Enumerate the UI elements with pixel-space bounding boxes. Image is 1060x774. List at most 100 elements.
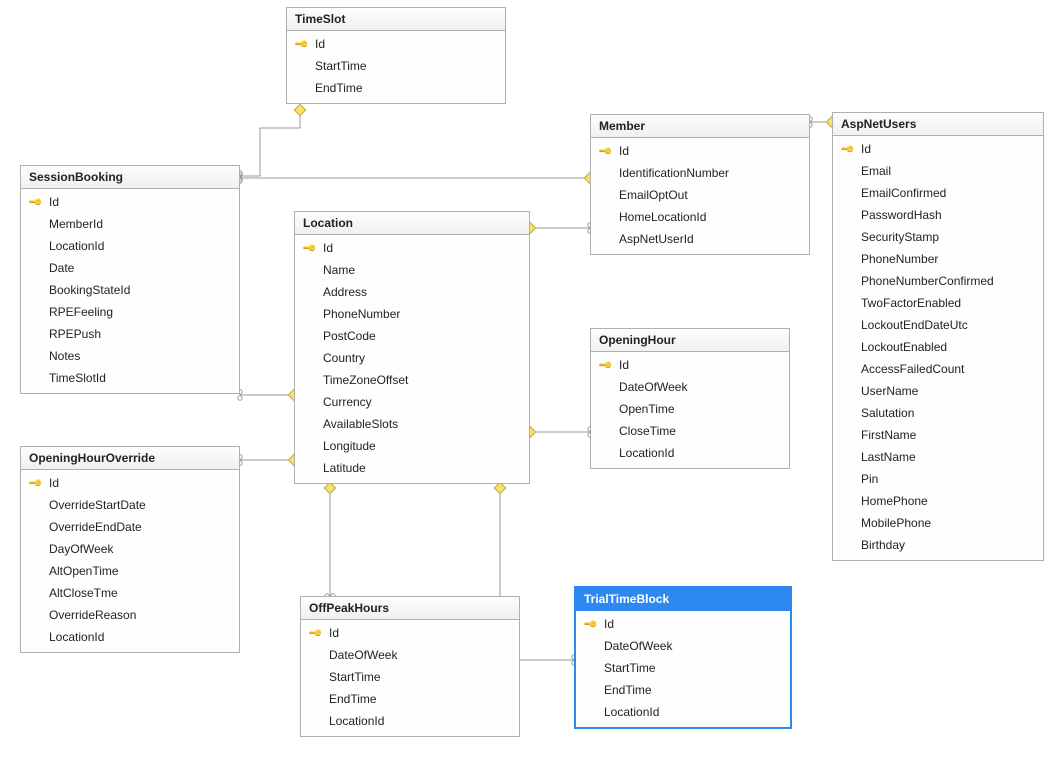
- field-row[interactable]: IdentificationNumber: [591, 162, 809, 184]
- field-row[interactable]: 🔑Id: [591, 140, 809, 162]
- field-row[interactable]: OverrideEndDate: [21, 516, 239, 538]
- field-row[interactable]: EmailOptOut: [591, 184, 809, 206]
- field-row[interactable]: PostCode: [295, 325, 529, 347]
- field-row[interactable]: TimeSlotId: [21, 367, 239, 389]
- field-row[interactable]: 🔑Id: [576, 613, 790, 635]
- field-row[interactable]: 🔑Id: [833, 138, 1043, 160]
- entity-trialtimeblock[interactable]: TrialTimeBlock🔑IdDateOfWeekStartTimeEndT…: [574, 586, 792, 729]
- field-name: AltOpenTime: [45, 564, 119, 578]
- field-name: MobilePhone: [857, 516, 931, 530]
- field-row[interactable]: Notes: [21, 345, 239, 367]
- entity-fields: 🔑IdEmailEmailConfirmed PasswordHash Securi…: [833, 136, 1043, 560]
- field-row[interactable]: OverrideReason: [21, 604, 239, 626]
- entity-fields: 🔑Id StartTime EndTime: [287, 31, 505, 103]
- field-name: Name: [319, 263, 355, 277]
- field-name: AvailableSlots: [319, 417, 398, 431]
- field-row[interactable]: AltOpenTime: [21, 560, 239, 582]
- entity-fields: 🔑IdOverrideStartDateOverrideEndDateDayOf…: [21, 470, 239, 652]
- field-row[interactable]: 🔑Id: [287, 33, 505, 55]
- field-row[interactable]: RPEFeeling: [21, 301, 239, 323]
- field-row[interactable]: PasswordHash: [833, 204, 1043, 226]
- field-row[interactable]: PhoneNumber: [833, 248, 1043, 270]
- field-row[interactable]: LocationId: [591, 442, 789, 464]
- entity-title: TrialTimeBlock: [576, 588, 790, 611]
- field-name: Address: [319, 285, 367, 299]
- field-row[interactable]: StartTime: [576, 657, 790, 679]
- field-row[interactable]: 🔑Id: [21, 191, 239, 213]
- field-name: DateOfWeek: [615, 380, 687, 394]
- field-row[interactable]: Address: [295, 281, 529, 303]
- field-row[interactable]: EndTime: [301, 688, 519, 710]
- field-row[interactable]: LocationId: [301, 710, 519, 732]
- field-name: EndTime: [325, 692, 377, 706]
- field-row[interactable]: EndTime: [287, 77, 505, 99]
- field-row[interactable]: 🔑Id: [301, 622, 519, 644]
- field-row[interactable]: OverrideStartDate: [21, 494, 239, 516]
- entity-openinghour[interactable]: OpeningHour🔑IdDateOfWeekOpenTimeCloseTim…: [590, 328, 790, 469]
- field-name: Salutation: [857, 406, 914, 420]
- field-name: AspNetUserId: [615, 232, 694, 246]
- field-row[interactable]: OpenTime: [591, 398, 789, 420]
- field-row[interactable]: Country: [295, 347, 529, 369]
- field-row[interactable]: UserName: [833, 380, 1043, 402]
- field-name: PostCode: [319, 329, 376, 343]
- field-row[interactable]: PhoneNumberConfirmed: [833, 270, 1043, 292]
- field-row[interactable]: Salutation: [833, 402, 1043, 424]
- entity-fields: 🔑IdDateOfWeekStartTimeEndTimeLocationId: [576, 611, 790, 727]
- field-row[interactable]: Longitude: [295, 435, 529, 457]
- field-row[interactable]: MemberId: [21, 213, 239, 235]
- field-row[interactable]: Email: [833, 160, 1043, 182]
- field-row[interactable]: Name: [295, 259, 529, 281]
- field-row[interactable]: Pin: [833, 468, 1043, 490]
- field-name: Longitude: [319, 439, 376, 453]
- field-row[interactable]: 🔑Id: [591, 354, 789, 376]
- field-row[interactable]: DateOfWeek: [301, 644, 519, 666]
- field-row[interactable]: HomePhone: [833, 490, 1043, 512]
- field-name: StartTime: [311, 59, 367, 73]
- field-row[interactable]: 🔑Id: [295, 237, 529, 259]
- field-row[interactable]: LocationId: [21, 626, 239, 648]
- field-row[interactable]: 🔑Id: [21, 472, 239, 494]
- field-row[interactable]: PhoneNumber: [295, 303, 529, 325]
- field-row[interactable]: LocationId: [576, 701, 790, 723]
- entity-location[interactable]: Location🔑IdNameAddressPhoneNumberPostCod…: [294, 211, 530, 484]
- field-row[interactable]: AspNetUserId: [591, 228, 809, 250]
- field-row[interactable]: EndTime: [576, 679, 790, 701]
- field-row[interactable]: Birthday: [833, 534, 1043, 556]
- entity-offpeakhours[interactable]: OffPeakHours🔑IdDateOfWeekStartTimeEndTim…: [300, 596, 520, 737]
- field-row[interactable]: AccessFailedCount: [833, 358, 1043, 380]
- field-row[interactable]: FirstName: [833, 424, 1043, 446]
- primary-key-icon: 🔑: [301, 244, 319, 253]
- field-row[interactable]: TimeZoneOffset: [295, 369, 529, 391]
- field-row[interactable]: AvailableSlots: [295, 413, 529, 435]
- field-row[interactable]: SecurityStamp: [833, 226, 1043, 248]
- field-row[interactable]: TwoFactorEnabled: [833, 292, 1043, 314]
- field-row[interactable]: BookingStateId: [21, 279, 239, 301]
- field-row[interactable]: LockoutEnabled: [833, 336, 1043, 358]
- field-row[interactable]: Currency: [295, 391, 529, 413]
- entity-timeslot[interactable]: TimeSlot🔑IdStartTimeEndTime: [286, 7, 506, 104]
- field-row[interactable]: EmailConfirmed: [833, 182, 1043, 204]
- entity-sessionbooking[interactable]: SessionBooking🔑IdMemberIdLocationIdDateB…: [20, 165, 240, 394]
- field-row[interactable]: DateOfWeek: [576, 635, 790, 657]
- entity-member[interactable]: Member🔑IdIdentificationNumberEmailOptOut…: [590, 114, 810, 255]
- field-row[interactable]: DateOfWeek: [591, 376, 789, 398]
- entity-openinghouroverride[interactable]: OpeningHourOverride🔑IdOverrideStartDateO…: [20, 446, 240, 653]
- field-row[interactable]: LockoutEndDateUtc: [833, 314, 1043, 336]
- field-row[interactable]: MobilePhone: [833, 512, 1043, 534]
- field-name: PasswordHash: [857, 208, 942, 222]
- field-row[interactable]: StartTime: [301, 666, 519, 688]
- field-row[interactable]: RPEPush: [21, 323, 239, 345]
- field-row[interactable]: AltCloseTme: [21, 582, 239, 604]
- field-name: FirstName: [857, 428, 916, 442]
- field-row[interactable]: LocationId: [21, 235, 239, 257]
- field-row[interactable]: CloseTime: [591, 420, 789, 442]
- field-row[interactable]: HomeLocationId: [591, 206, 809, 228]
- field-row[interactable]: LastName: [833, 446, 1043, 468]
- entity-aspnetusers[interactable]: AspNetUsers🔑IdEmailEmailConfirmedPasswor…: [832, 112, 1044, 561]
- field-row[interactable]: DayOfWeek: [21, 538, 239, 560]
- field-row[interactable]: Date: [21, 257, 239, 279]
- field-name: Id: [45, 195, 59, 209]
- field-row[interactable]: Latitude: [295, 457, 529, 479]
- field-row[interactable]: StartTime: [287, 55, 505, 77]
